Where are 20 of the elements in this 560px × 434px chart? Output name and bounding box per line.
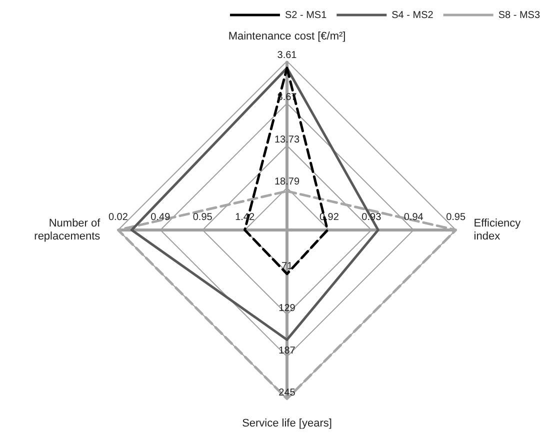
spoke-label: Maintenance cost [€/m²] [228,30,346,43]
text: 129 [278,303,296,314]
legend-label: S8 - MS3 [498,10,540,21]
text: 0.94 [404,212,424,223]
text: 0.92 [319,212,340,223]
text: 0.95 [446,212,466,223]
text: 245 [278,388,296,399]
legend-label: S2 - MS1 [284,10,328,21]
text: 0.02 [108,212,128,223]
text: 18.79 [274,176,300,188]
text: 187 [278,345,296,356]
spoke-label: Number of replacements [34,217,102,243]
legend-label: S4 - MS2 [392,10,434,21]
text: 0.95 [192,212,213,223]
text: 13.73 [274,134,300,146]
spoke-label: Service life [years] [242,417,332,430]
spoke-label: Efficiency index [474,217,522,243]
text: 71 [281,260,293,272]
text: 0.49 [150,212,171,223]
text: 3.61 [277,50,298,61]
